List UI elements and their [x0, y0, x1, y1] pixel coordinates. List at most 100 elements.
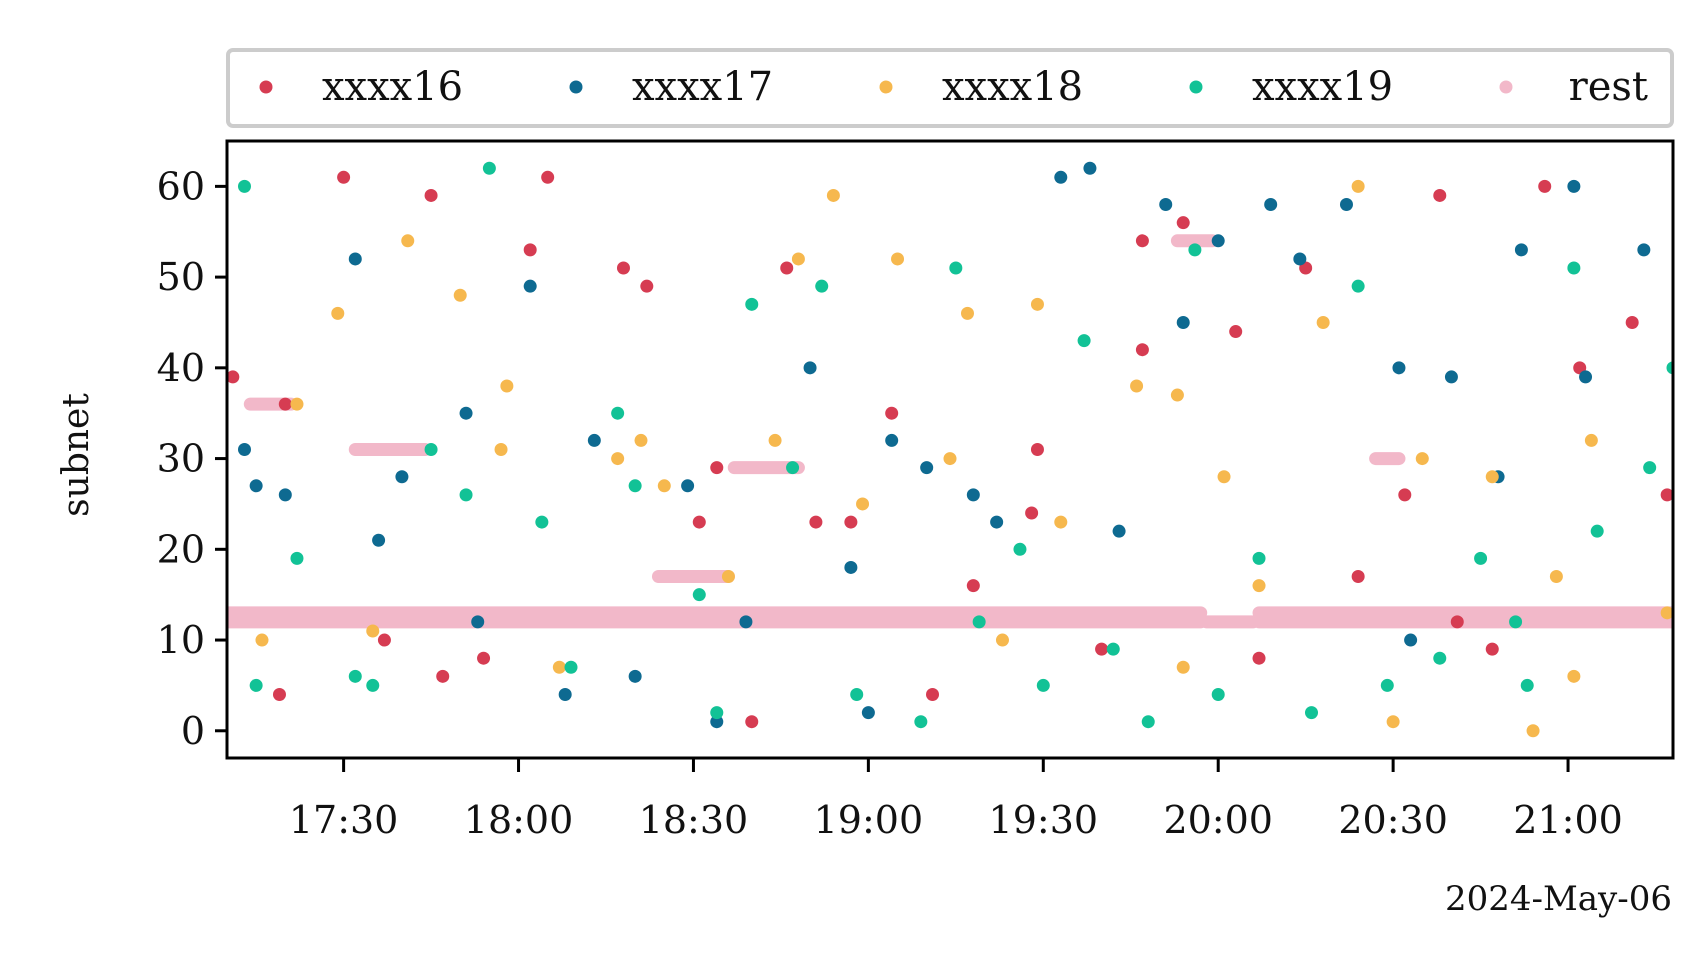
point-xxxx17 [990, 515, 1004, 529]
x-axis-date-label: 2024-May-06 [1445, 879, 1672, 919]
point-xxxx19 [1351, 279, 1365, 293]
point-xxxx19 [745, 297, 759, 311]
legend-label: xxxx19 [1252, 64, 1393, 110]
legend-marker-xxxx18 [879, 80, 893, 94]
point-xxxx19 [972, 615, 986, 629]
point-xxxx18 [1567, 669, 1581, 683]
point-xxxx17 [1054, 170, 1068, 184]
point-xxxx17 [1339, 198, 1353, 212]
point-xxxx18 [960, 306, 974, 320]
point-xxxx16 [541, 170, 555, 184]
point-xxxx18 [453, 288, 467, 302]
point-xxxx18 [1415, 452, 1429, 466]
point-xxxx17 [1567, 179, 1581, 193]
x-tick-label: 19:00 [814, 798, 924, 842]
y-tick-label: 0 [181, 709, 205, 753]
point-xxxx17 [249, 479, 263, 493]
point-xxxx18 [1351, 179, 1365, 193]
y-tick-label: 40 [157, 346, 205, 390]
point-xxxx19 [237, 179, 251, 193]
point-xxxx16 [424, 188, 438, 202]
legend-marker-rest [1499, 80, 1513, 94]
point-xxxx16 [377, 633, 391, 647]
point-xxxx18 [331, 306, 345, 320]
point-xxxx19 [1520, 678, 1534, 692]
point-xxxx16 [1095, 642, 1109, 656]
point-xxxx16 [745, 715, 759, 729]
x-tick-label: 20:00 [1163, 798, 1273, 842]
point-xxxx18 [290, 397, 304, 411]
point-xxxx19 [1036, 678, 1050, 692]
legend-frame [226, 48, 1674, 128]
point-xxxx19 [1013, 542, 1027, 556]
point-xxxx18 [721, 570, 735, 584]
point-xxxx18 [1054, 515, 1068, 529]
point-xxxx16 [1135, 234, 1149, 248]
point-xxxx16 [477, 651, 491, 665]
point-xxxx16 [640, 279, 654, 293]
point-xxxx17 [1579, 370, 1593, 384]
point-xxxx17 [348, 252, 362, 266]
point-xxxx18 [1170, 388, 1184, 402]
legend-label: rest [1569, 64, 1648, 110]
point-xxxx19 [1380, 678, 1394, 692]
legend-marker-xxxx19 [1189, 80, 1203, 94]
legend-label: xxxx18 [942, 64, 1083, 110]
point-xxxx17 [1404, 633, 1418, 647]
legend: xxxx16 xxxx17 xxxx18 xxxx19 rest [226, 48, 1674, 128]
point-xxxx17 [1211, 234, 1225, 248]
point-xxxx16 [885, 406, 899, 420]
point-xxxx19 [535, 515, 549, 529]
point-xxxx19 [290, 551, 304, 565]
point-xxxx16 [780, 261, 794, 275]
point-xxxx16 [272, 687, 286, 701]
point-xxxx19 [710, 706, 724, 720]
point-xxxx18 [657, 479, 671, 493]
point-xxxx19 [1077, 334, 1091, 348]
point-xxxx16 [523, 243, 537, 257]
point-xxxx16 [1135, 343, 1149, 357]
point-xxxx18 [1130, 379, 1144, 393]
point-xxxx19 [628, 479, 642, 493]
point-xxxx18 [1526, 724, 1540, 738]
point-xxxx16 [436, 669, 450, 683]
y-tick-label: 60 [157, 164, 205, 208]
plot-area [227, 161, 1673, 738]
point-xxxx16 [692, 515, 706, 529]
point-xxxx16 [1450, 615, 1464, 629]
point-xxxx19 [1666, 361, 1673, 375]
point-xxxx16 [1176, 216, 1190, 230]
point-xxxx17 [278, 488, 292, 502]
point-xxxx16 [1252, 651, 1266, 665]
point-xxxx19 [1643, 461, 1657, 475]
point-xxxx16 [1538, 179, 1552, 193]
point-xxxx18 [1252, 579, 1266, 593]
point-xxxx16 [809, 515, 823, 529]
point-xxxx18 [1584, 433, 1598, 447]
y-tick-label: 50 [157, 255, 205, 299]
point-xxxx17 [803, 361, 817, 375]
point-xxxx16 [926, 687, 940, 701]
point-xxxx18 [891, 252, 905, 266]
point-xxxx17 [1392, 361, 1406, 375]
point-xxxx17 [1176, 315, 1190, 329]
point-xxxx19 [1188, 243, 1202, 257]
point-xxxx16 [1660, 488, 1673, 502]
point-xxxx19 [815, 279, 829, 293]
point-xxxx17 [237, 443, 251, 456]
point-xxxx19 [1106, 642, 1120, 656]
point-xxxx16 [1025, 506, 1039, 520]
point-xxxx17 [1293, 252, 1307, 266]
point-xxxx18 [1549, 570, 1563, 584]
point-xxxx18 [500, 379, 514, 393]
x-tick-label: 18:30 [639, 798, 749, 842]
y-tick-label: 20 [157, 527, 205, 571]
point-xxxx18 [255, 633, 269, 647]
point-xxxx18 [1030, 297, 1044, 311]
legend-marker-xxxx17 [569, 80, 583, 94]
point-xxxx16 [1030, 443, 1044, 456]
point-xxxx19 [348, 669, 362, 683]
point-xxxx19 [366, 678, 380, 692]
point-xxxx18 [611, 452, 625, 466]
point-xxxx18 [634, 433, 648, 447]
